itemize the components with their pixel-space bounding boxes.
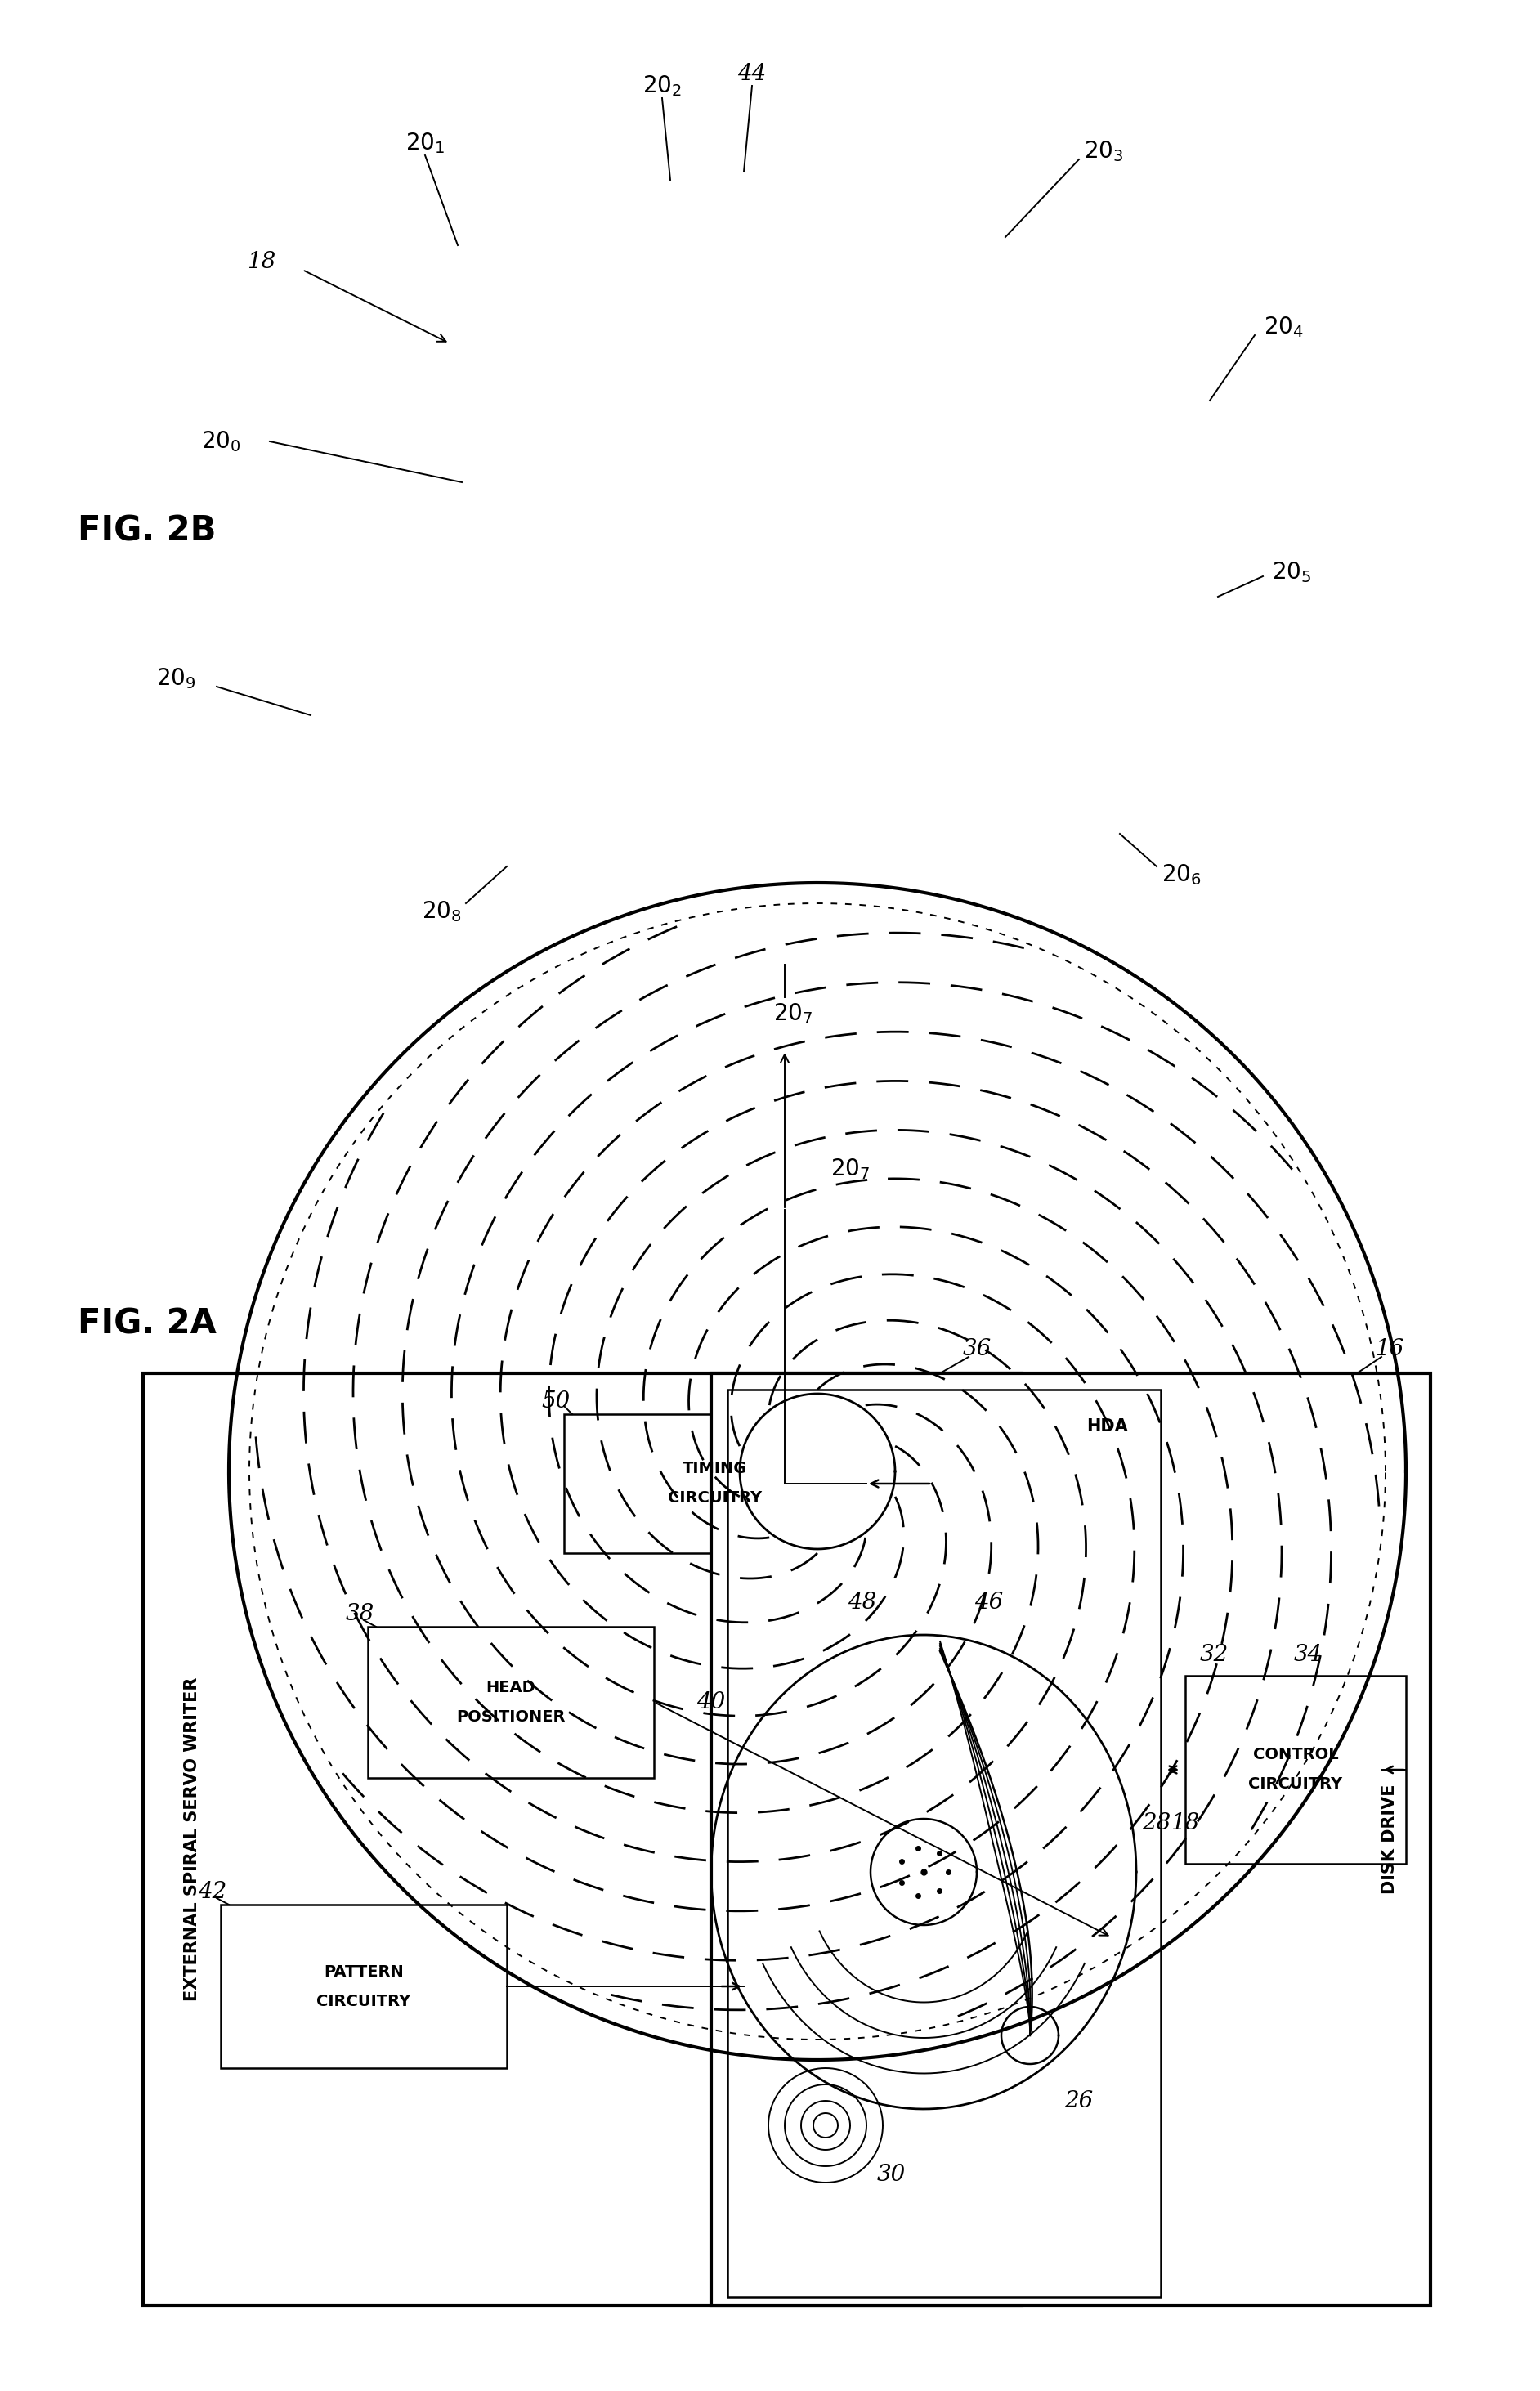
Bar xyxy=(220,1906,507,2068)
Text: $20_0$: $20_0$ xyxy=(200,430,240,454)
Text: HDA: HDA xyxy=(1087,1418,1127,1435)
Text: 50: 50 xyxy=(542,1392,570,1413)
Text: 26: 26 xyxy=(1064,2090,1093,2111)
Text: 38: 38 xyxy=(345,1604,374,1626)
Text: HEAD: HEAD xyxy=(487,1678,536,1695)
Text: $20_7$: $20_7$ xyxy=(830,1157,870,1181)
Text: FIG. 2A: FIG. 2A xyxy=(77,1308,217,1341)
Bar xyxy=(711,1372,1431,2305)
Text: 18: 18 xyxy=(1170,1812,1200,1834)
Bar xyxy=(143,1372,1021,2305)
Text: CIRCUITRY: CIRCUITRY xyxy=(317,1994,411,2008)
Text: 46: 46 xyxy=(975,1590,1004,1614)
Text: EXTERNAL SPIRAL SERVO WRITER: EXTERNAL SPIRAL SERVO WRITER xyxy=(183,1676,200,2001)
Text: $20_3$: $20_3$ xyxy=(1084,139,1123,163)
Text: 34: 34 xyxy=(1294,1645,1323,1667)
Text: $20_5$: $20_5$ xyxy=(1272,559,1311,583)
Text: $20_7$: $20_7$ xyxy=(773,1002,813,1026)
Text: $20_9$: $20_9$ xyxy=(156,667,196,691)
Text: 42: 42 xyxy=(199,1882,226,1903)
Text: $20_6$: $20_6$ xyxy=(1161,863,1201,887)
Text: 44: 44 xyxy=(738,62,767,84)
Text: CIRCUITRY: CIRCUITRY xyxy=(1249,1777,1343,1793)
Text: 28: 28 xyxy=(1143,1812,1170,1834)
Text: POSITIONER: POSITIONER xyxy=(456,1710,565,1724)
Text: 32: 32 xyxy=(1200,1645,1229,1667)
Text: 18: 18 xyxy=(246,251,276,273)
Text: $20_2$: $20_2$ xyxy=(642,74,682,98)
Text: 40: 40 xyxy=(696,1693,725,1714)
Bar xyxy=(727,1389,1161,2298)
Text: CONTROL: CONTROL xyxy=(1254,1748,1338,1762)
Text: 48: 48 xyxy=(849,1590,876,1614)
Text: $20_4$: $20_4$ xyxy=(1263,316,1303,340)
Bar xyxy=(1186,1676,1406,1863)
Text: DISK DRIVE: DISK DRIVE xyxy=(1381,1784,1398,1894)
Text: CIRCUITRY: CIRCUITRY xyxy=(668,1490,762,1506)
Text: FIG. 2B: FIG. 2B xyxy=(77,514,216,548)
Text: $20_1$: $20_1$ xyxy=(405,132,445,155)
Text: PATTERN: PATTERN xyxy=(323,1963,403,1980)
Text: 36: 36 xyxy=(962,1337,992,1360)
Text: 30: 30 xyxy=(876,2164,906,2185)
Bar xyxy=(368,1626,654,1779)
Bar xyxy=(564,1413,867,1554)
Text: 16: 16 xyxy=(1375,1337,1404,1360)
Text: $20_8$: $20_8$ xyxy=(422,899,462,923)
Text: TIMING: TIMING xyxy=(682,1461,748,1478)
